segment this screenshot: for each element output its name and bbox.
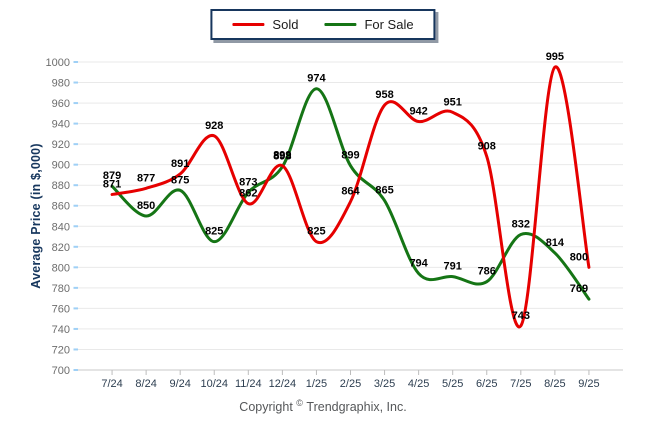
svg-text:800: 800: [570, 251, 588, 263]
svg-text:740: 740: [52, 324, 70, 336]
svg-text:800: 800: [52, 262, 70, 274]
svg-text:760: 760: [52, 303, 70, 315]
svg-text:942: 942: [409, 106, 427, 118]
svg-text:791: 791: [444, 261, 462, 273]
svg-text:951: 951: [444, 96, 462, 108]
svg-text:873: 873: [239, 176, 257, 188]
legend-label-sold: Sold: [272, 17, 299, 32]
svg-text:928: 928: [205, 120, 223, 132]
svg-text:908: 908: [478, 140, 496, 152]
svg-text:960: 960: [52, 98, 70, 110]
svg-text:3/25: 3/25: [374, 378, 395, 390]
svg-text:825: 825: [205, 226, 223, 238]
svg-text:825: 825: [307, 226, 325, 238]
svg-text:832: 832: [512, 218, 530, 230]
svg-text:820: 820: [52, 242, 70, 254]
svg-text:1/25: 1/25: [306, 378, 327, 390]
svg-text:10/24: 10/24: [200, 378, 228, 390]
svg-text:6/25: 6/25: [476, 378, 497, 390]
svg-text:865: 865: [375, 185, 393, 197]
svg-text:900: 900: [52, 160, 70, 172]
svg-text:974: 974: [307, 73, 326, 85]
svg-text:7/25: 7/25: [510, 378, 531, 390]
svg-text:840: 840: [52, 221, 70, 233]
svg-text:940: 940: [52, 119, 70, 131]
svg-text:880: 880: [52, 180, 70, 192]
svg-text:9/25: 9/25: [578, 378, 599, 390]
svg-text:814: 814: [546, 237, 565, 249]
svg-text:871: 871: [103, 178, 121, 190]
svg-text:864: 864: [341, 186, 360, 198]
svg-text:899: 899: [341, 150, 359, 162]
svg-text:920: 920: [52, 139, 70, 151]
svg-text:1000: 1000: [46, 57, 70, 69]
svg-text:2/25: 2/25: [340, 378, 361, 390]
svg-text:11/24: 11/24: [235, 378, 262, 390]
svg-text:958: 958: [375, 89, 393, 101]
svg-text:850: 850: [137, 200, 155, 212]
copyright-text: Copyright © Trendgraphix, Inc.: [239, 398, 407, 415]
svg-text:794: 794: [409, 257, 428, 269]
svg-text:879: 879: [103, 170, 121, 182]
svg-text:980: 980: [52, 78, 70, 90]
svg-text:720: 720: [52, 344, 70, 356]
legend-item-for-sale: For Sale: [324, 17, 414, 32]
svg-text:875: 875: [171, 174, 189, 186]
svg-text:8/24: 8/24: [135, 378, 156, 390]
svg-text:5/25: 5/25: [442, 378, 463, 390]
svg-text:899: 899: [273, 150, 291, 162]
svg-text:860: 860: [52, 201, 70, 213]
svg-text:700: 700: [52, 365, 70, 377]
svg-text:12/24: 12/24: [269, 378, 297, 390]
chart-legend: Sold For Sale: [210, 9, 436, 40]
sold-line-swatch-icon: [232, 23, 265, 26]
legend-item-sold: Sold: [232, 17, 298, 32]
svg-text:786: 786: [478, 266, 496, 278]
svg-text:4/25: 4/25: [408, 378, 429, 390]
svg-text:743: 743: [512, 310, 530, 322]
svg-text:8/25: 8/25: [544, 378, 565, 390]
legend-label-for-sale: For Sale: [364, 17, 414, 32]
svg-text:9/24: 9/24: [169, 378, 190, 390]
svg-text:877: 877: [137, 172, 155, 184]
svg-text:7/24: 7/24: [101, 378, 122, 390]
for-sale-line-swatch-icon: [324, 23, 357, 26]
svg-text:891: 891: [171, 158, 189, 170]
svg-text:898: 898: [273, 151, 291, 163]
svg-text:862: 862: [239, 188, 257, 200]
svg-text:995: 995: [546, 51, 564, 63]
svg-text:780: 780: [52, 283, 70, 295]
svg-text:769: 769: [570, 283, 588, 295]
